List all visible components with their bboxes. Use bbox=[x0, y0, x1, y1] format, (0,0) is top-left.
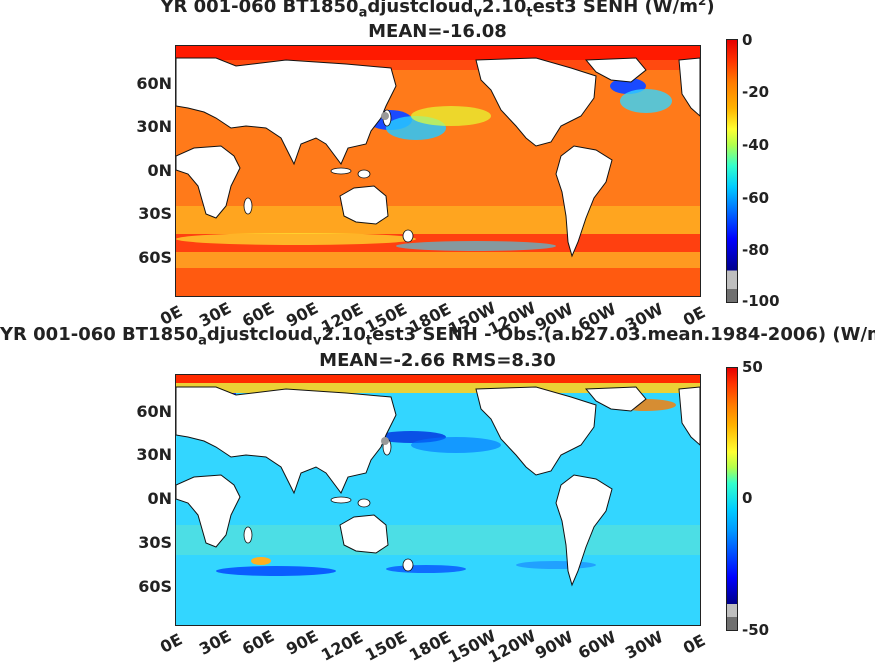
panel1-colorbar-tick: -80 bbox=[742, 241, 770, 259]
panel1-subtitle: MEAN=-16.08 bbox=[368, 21, 507, 42]
lat-label: 0N bbox=[147, 161, 172, 180]
panel2-subtitle: MEAN=-2.66 RMS=8.30 bbox=[319, 350, 556, 371]
lat-label: 60N bbox=[136, 402, 172, 421]
lon-label: 30W bbox=[622, 627, 667, 663]
lon-label: 90W bbox=[532, 627, 577, 663]
lat-label: 30S bbox=[138, 533, 172, 552]
lat-label: 0N bbox=[147, 489, 172, 508]
lon-label: 30E bbox=[196, 626, 235, 659]
panel1-colorbar-tick: -40 bbox=[742, 136, 770, 154]
lon-label: 0E bbox=[157, 629, 186, 657]
lon-label: 120E bbox=[318, 627, 367, 665]
lon-label: 90E bbox=[283, 626, 322, 659]
lon-label: 60W bbox=[575, 627, 620, 663]
lon-label: 60E bbox=[239, 626, 278, 659]
panel1-colorbar bbox=[726, 39, 738, 303]
panel2-missing-data bbox=[381, 437, 389, 445]
panel1-colorbar-tick: -20 bbox=[742, 83, 770, 101]
panel1-colorbar-tick: -100 bbox=[742, 292, 780, 310]
lon-label: 0E bbox=[680, 630, 709, 658]
panel1-colorbar-tick: -60 bbox=[742, 189, 770, 207]
lon-label: 150E bbox=[362, 627, 411, 665]
panel1-map bbox=[175, 45, 701, 297]
panel2-arctic-band bbox=[176, 375, 700, 383]
panel2-map-svg bbox=[176, 375, 700, 625]
lat-label: 30N bbox=[136, 445, 172, 464]
panel1-land bbox=[176, 57, 700, 258]
lat-label: 60N bbox=[136, 74, 172, 93]
lat-label: 60S bbox=[138, 248, 172, 267]
panel2-land bbox=[176, 386, 700, 587]
panel1-title: YR 001-060 BT1850adjustcloudv2.10test3 S… bbox=[160, 0, 715, 21]
panel2-colorbar bbox=[726, 367, 738, 631]
lat-label: 60S bbox=[138, 577, 172, 596]
panel1-arctic-band bbox=[176, 46, 700, 60]
lat-label: 30S bbox=[138, 204, 172, 223]
panel1-missing-data bbox=[381, 112, 389, 120]
panel2-colorbar-tick: -50 bbox=[742, 621, 770, 639]
panel1-colorbar-tick: 0 bbox=[742, 31, 753, 49]
lon-label: 180E bbox=[406, 627, 455, 665]
panel2-map bbox=[175, 374, 701, 626]
panel1-map-svg bbox=[176, 46, 700, 296]
lat-label: 30N bbox=[136, 117, 172, 136]
panel2-title: YR 001-060 BT1850adjustcloudv2.10test3 S… bbox=[0, 324, 875, 349]
panel2-colorbar-tick: 50 bbox=[742, 358, 763, 376]
panel2-colorbar-tick: 0 bbox=[742, 489, 753, 507]
